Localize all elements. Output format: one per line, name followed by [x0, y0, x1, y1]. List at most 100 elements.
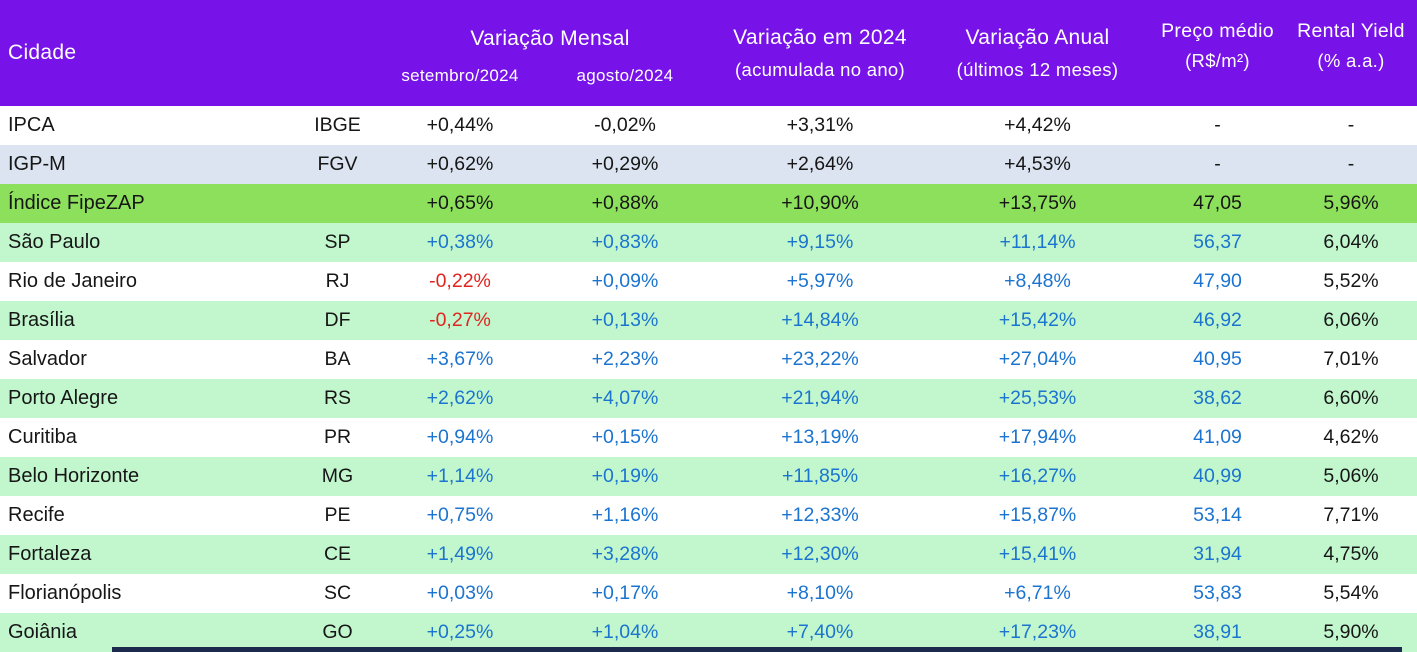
header-annual-line1: Variação Anual: [965, 25, 1110, 49]
table-row: Índice FipeZAP +0,65% +0,88% +10,90% +13,75%…: [0, 184, 1417, 223]
cell-abbr: SC: [323, 582, 352, 604]
cell-price: -: [1214, 114, 1221, 136]
cell-ago: +0,13%: [591, 309, 659, 331]
header-august-2024: agosto/2024: [576, 66, 674, 85]
cell-name: Porto Alegre: [8, 387, 119, 409]
cell-yield: 4,62%: [1323, 426, 1379, 448]
cell-price: 38,91: [1193, 621, 1242, 643]
cell-ago: +0,09%: [591, 270, 659, 292]
bottom-accent-bar: [112, 647, 1402, 652]
cell-sep: -0,27%: [429, 309, 491, 331]
cell-ago: +1,16%: [591, 504, 659, 526]
cell-abbr: CE: [323, 543, 352, 565]
cell-abbr: SP: [324, 231, 351, 253]
cell-ago: +0,17%: [591, 582, 659, 604]
cell-name: Florianópolis: [8, 582, 122, 604]
cell-yield: 7,01%: [1323, 348, 1379, 370]
cell-price: 53,14: [1193, 504, 1242, 526]
cell-sep: +0,62%: [426, 153, 494, 175]
table-row: Belo Horizonte MG +1,14% +0,19% +11,85% +16,2…: [0, 457, 1417, 496]
cell-name: Goiânia: [8, 621, 77, 643]
cell-ago: +0,88%: [591, 192, 659, 214]
cell-annual: +15,42%: [998, 309, 1077, 331]
cell-abbr: MG: [321, 465, 354, 487]
cell-price: 47,05: [1193, 192, 1242, 214]
table-row: IGP-M FGV +0,62% +0,29% +2,64% +4,53% - -: [0, 145, 1417, 184]
cell-price: 46,92: [1193, 309, 1242, 331]
cell-ytd: +2,64%: [786, 153, 854, 175]
cell-price: 53,83: [1193, 582, 1242, 604]
cell-sep: +0,94%: [426, 426, 494, 448]
cell-abbr: IBGE: [314, 114, 361, 136]
cell-ago: +4,07%: [591, 387, 659, 409]
header-rental-yield: Rental Yield (% a.a.): [1285, 0, 1417, 106]
cell-yield: 5,54%: [1323, 582, 1379, 604]
header-september-2024: setembro/2024: [401, 66, 519, 85]
header-annual-line2: (últimos 12 meses): [956, 58, 1119, 80]
table-row: Brasília DF -0,27% +0,13% +14,84% +15,42% 46,9…: [0, 301, 1417, 340]
cell-ytd: +21,94%: [781, 387, 859, 409]
cell-annual: +27,04%: [998, 348, 1077, 370]
table-row: Curitiba PR +0,94% +0,15% +13,19% +17,94% 41,0…: [0, 418, 1417, 457]
cell-sep: +0,38%: [426, 231, 494, 253]
cell-abbr: BA: [324, 348, 351, 370]
header-price-line1: Preço médio: [1161, 20, 1274, 42]
cell-ytd: +8,10%: [786, 582, 854, 604]
cell-ytd: +13,19%: [781, 426, 859, 448]
cell-ago: +2,23%: [591, 348, 659, 370]
table-row: Rio de Janeiro RJ -0,22% +0,09% +5,97% +8,48%…: [0, 262, 1417, 301]
cell-annual: +8,48%: [1004, 270, 1071, 292]
cell-ago: +0,15%: [591, 426, 659, 448]
cell-annual: +17,94%: [998, 426, 1077, 448]
cell-name: Rio de Janeiro: [8, 270, 137, 292]
header-monthly-variation-group: Variação Mensal setembro/2024 agosto/202…: [385, 0, 715, 106]
cell-ago: +3,28%: [591, 543, 659, 565]
cell-annual: +17,23%: [998, 621, 1077, 643]
table-header: Cidade Variação Mensal setembro/2024 ago…: [0, 0, 1417, 106]
cell-abbr: GO: [322, 621, 353, 643]
cell-yield: -: [1347, 153, 1355, 175]
cell-annual: +15,41%: [998, 543, 1077, 565]
cell-price: -: [1214, 153, 1221, 175]
table-body: IPCA IBGE +0,44% -0,02% +3,31% +4,42% - - IGP-M F…: [0, 106, 1417, 652]
cell-sep: +1,14%: [426, 465, 494, 487]
cell-name: Fortaleza: [8, 543, 92, 565]
cell-ytd: +7,40%: [786, 621, 854, 643]
cell-name: Índice FipeZAP: [8, 192, 145, 214]
table-row: IPCA IBGE +0,44% -0,02% +3,31% +4,42% - -: [0, 106, 1417, 145]
cell-name: IPCA: [8, 114, 55, 136]
cell-abbr: DF: [324, 309, 351, 331]
header-annual-variation: Variação Anual (últimos 12 meses): [925, 0, 1150, 106]
cell-sep: -0,22%: [429, 270, 491, 292]
cell-name: Curitiba: [8, 426, 77, 448]
cell-ago: +0,19%: [591, 465, 659, 487]
header-yield-line2: (% a.a.): [1317, 50, 1385, 71]
header-ytd-line2: (acumulada no ano): [735, 58, 905, 80]
cell-ago: +0,83%: [591, 231, 659, 253]
cell-yield: 4,75%: [1323, 543, 1379, 565]
cell-abbr: RJ: [325, 270, 350, 292]
table-row: São Paulo SP +0,38% +0,83% +9,15% +11,14% 56,3…: [0, 223, 1417, 262]
table-row: Florianópolis SC +0,03% +0,17% +8,10% +6,71% 5…: [0, 574, 1417, 613]
cell-yield: 6,06%: [1323, 309, 1379, 331]
cell-name: Recife: [8, 504, 65, 526]
header-average-price: Preço médio (R$/m²): [1150, 0, 1285, 106]
cell-yield: 7,71%: [1323, 504, 1379, 526]
table-row: Goiânia GO +0,25% +1,04% +7,40% +17,23% 38,91 5…: [0, 613, 1417, 652]
header-city: Cidade: [8, 41, 77, 64]
cell-ytd: +11,85%: [781, 465, 859, 487]
cell-abbr: FGV: [317, 153, 358, 175]
header-monthly-variation: Variação Mensal: [470, 27, 630, 50]
cell-sep: +0,25%: [426, 621, 494, 643]
cell-sep: +3,67%: [426, 348, 494, 370]
cell-name: São Paulo: [8, 231, 101, 253]
cell-annual: +6,71%: [1004, 582, 1071, 604]
header-yield-line1: Rental Yield: [1297, 20, 1405, 42]
cell-annual: +4,42%: [1004, 114, 1071, 136]
cell-yield: 5,06%: [1323, 465, 1379, 487]
header-ytd-line1: Variação em 2024: [733, 25, 907, 49]
cell-sep: +0,65%: [426, 192, 494, 214]
cell-yield: 6,60%: [1323, 387, 1379, 409]
cell-ytd: +9,15%: [786, 231, 854, 253]
